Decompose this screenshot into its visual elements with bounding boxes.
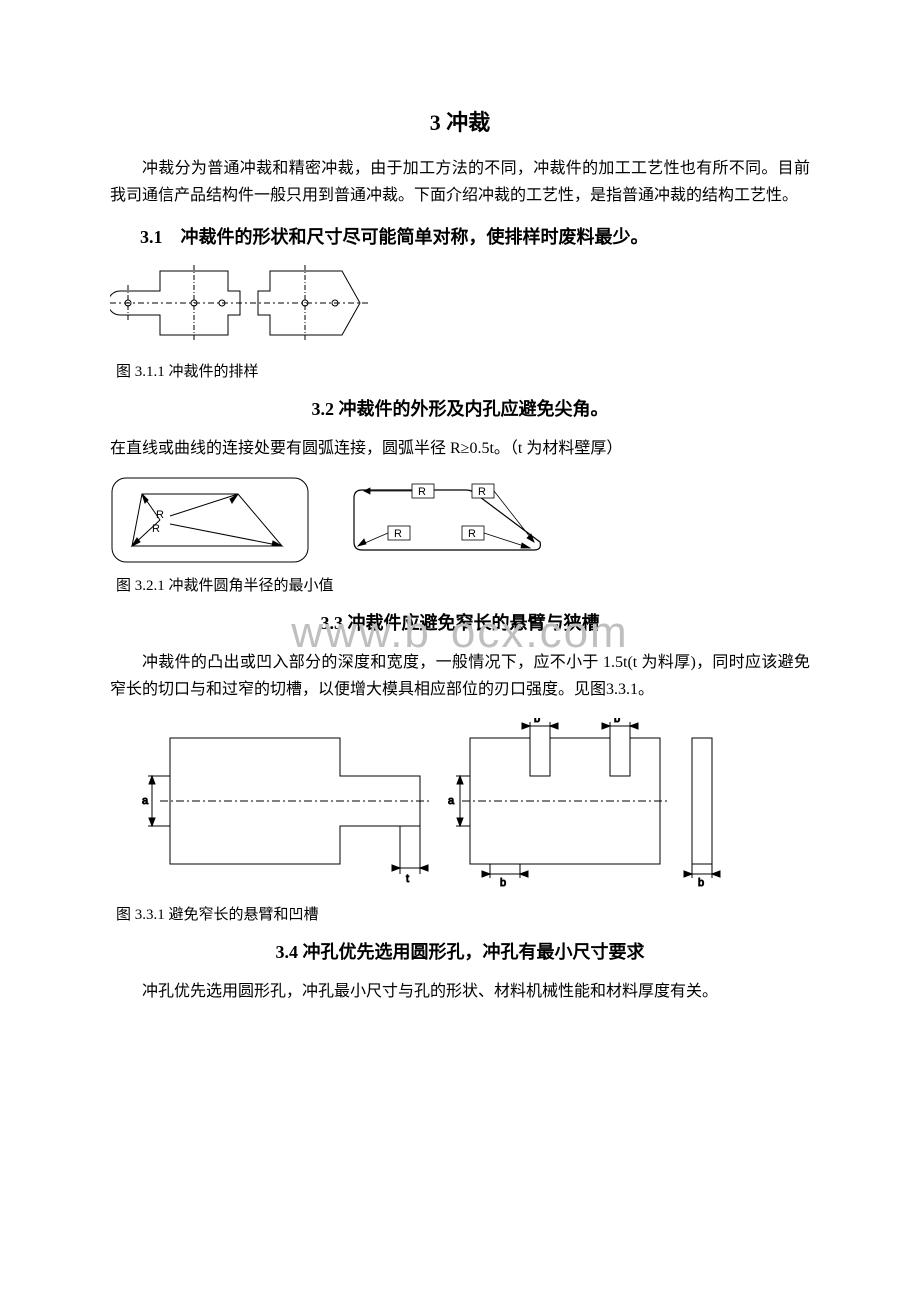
dim-a-label: a [142,795,149,807]
section-3-3-title: 3.3 冲裁件应避免窄长的悬臂与狭槽 [110,609,810,635]
dim-b-label: b [500,877,506,888]
intro-paragraph: 冲裁分为普通冲裁和精密冲裁，由于加工方法的不同，冲裁件的加工工艺性也有所不同。目… [110,155,810,209]
chapter-title: 3 冲裁 [110,105,810,137]
figure-3-2-1: R R R R R R [110,476,810,564]
dim-t-label: t [406,873,409,885]
figure-3-1-1-caption: 图 3.1.1 冲裁件的排样 [116,360,810,381]
dim-a-label: a [448,795,455,807]
r-label: R [156,509,164,521]
section-3-1-title: 3.1 冲裁件的形状和尺寸尽可能简单对称，使排样时废料最少。 [140,223,810,249]
figure-3-2-1-caption: 图 3.2.1 冲裁件圆角半径的最小值 [116,574,810,595]
r-label: R [468,528,476,540]
figure-3-3-1-caption: 图 3.3.1 避免窄长的悬臂和凹槽 [116,903,810,924]
dim-b-label: b [698,877,704,888]
r-label: R [478,486,486,498]
section-3-4-body: 冲孔优先选用圆形孔，冲孔最小尺寸与孔的形状、材料机械性能和材料厚度有关。 [110,978,810,1005]
document-page: www.bocx.com 3 冲裁 冲裁分为普通冲裁和精密冲裁，由于加工方法的不… [0,0,920,1079]
section-3-2-body: 在直线或曲线的连接处要有圆弧连接，圆弧半径 R≥0.5t。（t 为材料壁厚） [110,435,810,462]
r-label: R [152,523,160,535]
figure-3-3-1: a t b [140,718,810,893]
section-3-3-body: 冲裁件的凸出或凹入部分的深度和宽度，一般情况下，应不小于 1.5t(t 为料厚)… [110,649,810,703]
dim-b-label: b [614,718,620,725]
r-label: R [418,486,426,498]
dim-b-label: b [534,718,540,725]
figure-3-1-1 [110,263,810,350]
r-label: R [394,528,402,540]
section-3-4-title: 3.4 冲孔优先选用圆形孔，冲孔有最小尺寸要求 [110,938,810,964]
section-3-2-title: 3.2 冲裁件的外形及内孔应避免尖角。 [110,395,810,421]
